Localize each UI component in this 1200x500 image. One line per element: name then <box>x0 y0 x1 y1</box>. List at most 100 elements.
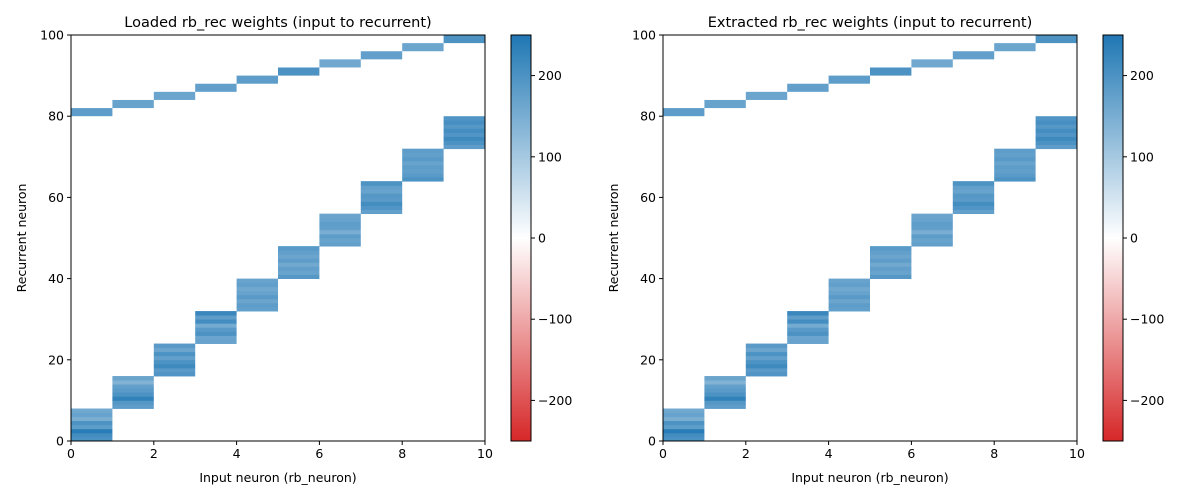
heatmap-cell <box>112 380 154 385</box>
heatmap-cell <box>1035 136 1077 141</box>
colorbar <box>510 34 532 442</box>
heatmap-cell <box>745 347 788 353</box>
heatmap-cell <box>402 156 444 162</box>
heatmap-cell <box>112 400 154 405</box>
heatmap-cell <box>360 205 403 210</box>
x-axis-ticks: 0 2 4 6 8 10 <box>67 441 493 461</box>
heatmap-cell <box>319 59 361 68</box>
colorbar-ticks: −200 −100 0 100 200 <box>531 68 572 408</box>
heatmap-cell <box>195 335 237 340</box>
heatmap-cell <box>112 384 154 389</box>
heatmap-cell <box>236 290 278 296</box>
heatmap-cell <box>71 408 113 413</box>
heatmap-cell <box>443 128 485 133</box>
heatmap-cell <box>319 242 361 247</box>
heatmap-cell <box>1035 35 1077 44</box>
heatmap-cell <box>911 233 953 239</box>
heatmap-cell <box>828 298 870 304</box>
y-axis-ticks: 0 20 40 60 80 100 <box>632 28 663 449</box>
extracted-weights-panel: Extracted rb_rec weights (input to recur… <box>606 15 1164 485</box>
heatmap-cell <box>443 136 485 141</box>
heatmap-cell <box>360 201 403 206</box>
colorbar-tick-label: −100 <box>1130 312 1164 327</box>
heatmap-cell <box>236 286 278 292</box>
heatmap-cell <box>112 396 154 401</box>
heatmap-cell <box>319 233 361 239</box>
heatmap-cell <box>952 205 995 210</box>
heatmap-cell <box>704 396 746 401</box>
heatmap-cell <box>663 436 705 442</box>
colorbar-tick-label: 0 <box>538 231 546 246</box>
heatmap-cell <box>153 347 196 353</box>
y-tick-label: 60 <box>640 190 656 205</box>
heatmap-cell <box>870 270 912 275</box>
heatmap-cell <box>1035 140 1077 146</box>
heatmap-cell <box>319 229 361 235</box>
colorbar <box>1102 34 1124 442</box>
colorbar-tick-label: 0 <box>1130 231 1138 246</box>
x-tick-label: 10 <box>477 446 493 461</box>
x-tick-label: 2 <box>742 446 750 461</box>
heatmap-cell <box>787 339 829 344</box>
heatmap-cell <box>745 343 788 349</box>
heatmap-cell <box>704 99 746 109</box>
heatmap-cell <box>911 225 953 231</box>
heatmap-cell <box>71 436 113 442</box>
y-axis-label: Recurrent neuron <box>606 184 621 293</box>
heatmap-cell <box>994 168 1036 174</box>
heatmap-cell <box>952 197 995 202</box>
heatmap-cell <box>994 148 1036 154</box>
heatmap-cell <box>153 351 196 357</box>
colorbar-tick-label: 100 <box>538 149 562 164</box>
heatmap-cell <box>402 164 444 170</box>
heatmap-cell <box>787 327 829 332</box>
heatmap-cell <box>71 412 113 418</box>
heatmap-cell <box>195 327 237 332</box>
heatmap-cell <box>195 311 237 316</box>
heatmap-cell <box>236 294 278 300</box>
heatmap-cell <box>1035 120 1077 125</box>
x-tick-label: 6 <box>907 446 915 461</box>
heatmap-cell <box>71 432 113 438</box>
heatmap-cell <box>153 371 196 377</box>
heatmap-cell <box>663 416 705 422</box>
heatmap-cell <box>278 258 320 263</box>
heatmap-cell <box>236 282 278 288</box>
heatmap-cell <box>360 193 403 198</box>
heatmap-cell <box>1035 124 1077 129</box>
heatmap-cell <box>870 246 912 251</box>
heatmap-cell <box>787 323 829 328</box>
x-tick-label: 6 <box>315 446 323 461</box>
heatmap-cell <box>443 144 485 150</box>
heatmap-cell <box>870 67 912 76</box>
heatmap-cell <box>278 250 320 255</box>
colorbar-tick-label: −200 <box>538 393 572 408</box>
colorbar-ticks: −200 −100 0 100 200 <box>1123 68 1164 408</box>
heatmap-cell <box>71 428 113 434</box>
heatmap-cell <box>787 83 829 92</box>
x-tick-label: 0 <box>659 446 667 461</box>
heatmap-cell <box>911 59 953 68</box>
heatmap-cell <box>195 315 237 320</box>
heatmap-cell <box>911 242 953 247</box>
heatmap-cell <box>236 278 278 284</box>
heatmap-cell <box>745 371 788 377</box>
y-tick-label: 100 <box>40 28 64 43</box>
heatmap-cell <box>360 181 403 186</box>
x-axis-label: Input neuron (rb_neuron) <box>791 470 948 485</box>
heatmap-cell <box>443 132 485 137</box>
colorbar-tick-label: 200 <box>538 68 562 83</box>
heatmap-cell <box>704 380 746 385</box>
heatmap-cell <box>71 416 113 422</box>
heatmap-cell <box>828 278 870 284</box>
heatmap-cell <box>195 339 237 344</box>
panel-title: Loaded rb_rec weights (input to recurren… <box>124 15 431 31</box>
heatmap-cell <box>870 274 912 279</box>
heatmap-cell <box>153 363 196 369</box>
heatmap-cell <box>195 319 237 324</box>
heatmap-cell <box>911 213 953 219</box>
heatmap-cell <box>153 359 196 365</box>
heatmap-cell <box>994 177 1036 182</box>
heatmap-cell <box>828 307 870 312</box>
colorbar-tick-label: 100 <box>1130 149 1154 164</box>
